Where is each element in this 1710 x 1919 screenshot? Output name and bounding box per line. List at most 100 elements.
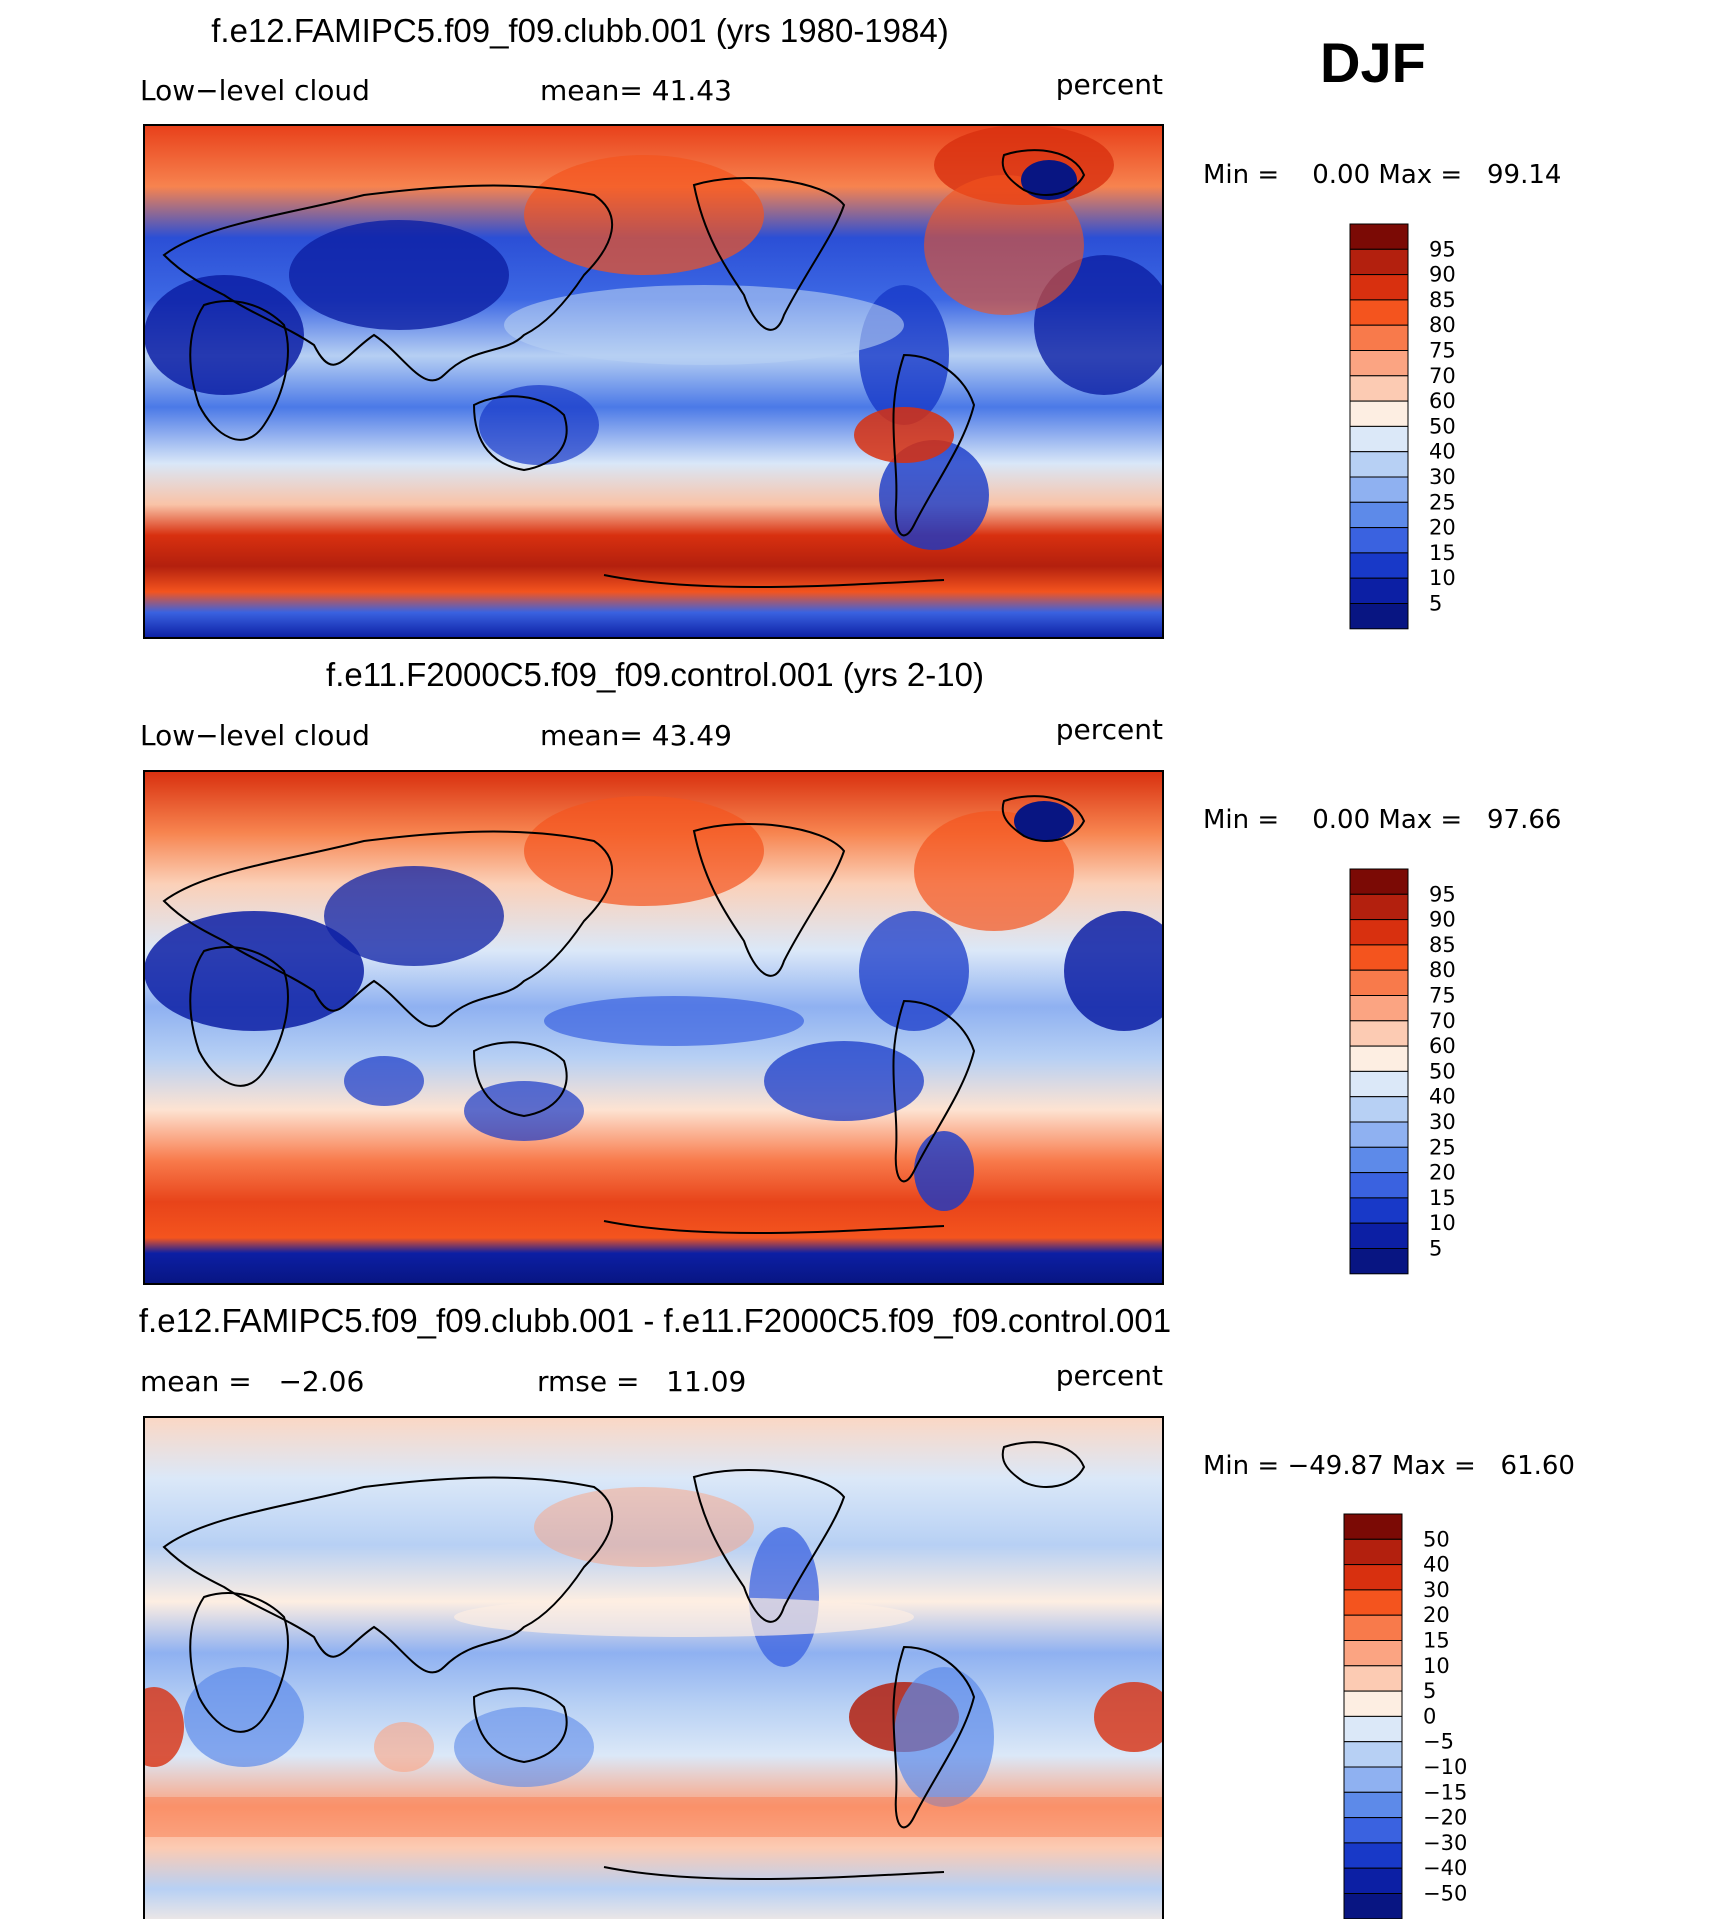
mean-label: mean= 41.43: [540, 74, 732, 107]
colorbar-tick-label: 50: [1429, 1059, 1456, 1083]
variable-label: Low−level cloud: [140, 74, 370, 107]
colorbar-box: [1349, 375, 1409, 402]
colorbar-box: [1349, 944, 1409, 971]
map-plot: [143, 1416, 1164, 1919]
colorbar-tick-label: 70: [1429, 1009, 1456, 1033]
colorbar-box: [1349, 451, 1409, 478]
colorbar-tick-label: 90: [1429, 908, 1456, 932]
colorbar-tick-label: 40: [1429, 440, 1456, 464]
colorbar-box: [1343, 1614, 1403, 1641]
colorbar-box: [1349, 603, 1409, 630]
colorbar-box: [1343, 1564, 1403, 1591]
colorbar-tick-label: 20: [1423, 1603, 1450, 1627]
colorbar-box: [1343, 1589, 1403, 1616]
colorbar-tick-label: −40: [1423, 1856, 1467, 1880]
variable-label: Low−level cloud: [140, 719, 370, 752]
colorbar-tick-label: 40: [1429, 1085, 1456, 1109]
colorbar-box: [1349, 350, 1409, 377]
colorbar-box: [1343, 1741, 1403, 1768]
colorbar-tick-label: 80: [1429, 958, 1456, 982]
units-label: percent: [1056, 713, 1163, 746]
colorbar-tick-label: −15: [1423, 1780, 1467, 1804]
colorbar-box: [1343, 1842, 1403, 1869]
map-plot: [143, 124, 1164, 639]
colorbar-box: [1343, 1791, 1403, 1819]
colorbar-box: [1349, 425, 1409, 453]
colorbar-box: [1349, 274, 1409, 301]
colorbar-tick-label: −30: [1423, 1831, 1467, 1855]
colorbar-tick-label: 75: [1429, 984, 1456, 1008]
panel-3: f.e12.FAMIPC5.f09_f09.clubb.001 - f.e11.…: [139, 1302, 1575, 1919]
colorbar-box: [1349, 1020, 1409, 1047]
colorbar-box: [1349, 868, 1409, 895]
colorbar-tick-label: 15: [1423, 1629, 1450, 1653]
colorbar-box: [1349, 995, 1409, 1022]
colorbar-box: [1349, 400, 1409, 427]
colorbar-tick-label: 85: [1429, 288, 1456, 312]
colorbar-tick-label: 30: [1429, 465, 1456, 489]
colorbar-box: [1349, 969, 1409, 996]
colorbar-tick-label: 20: [1429, 516, 1456, 540]
colorbar-box: [1343, 1513, 1403, 1540]
colorbar-tick-label: 5: [1429, 1237, 1442, 1261]
colorbar-box: [1349, 1197, 1409, 1224]
colorbar-box: [1349, 1172, 1409, 1199]
colorbar-tick-label: 40: [1423, 1553, 1450, 1577]
colorbar-tick-label: −5: [1423, 1730, 1454, 1754]
panel-2: f.e11.F2000C5.f09_f09.control.001 (yrs 2…: [140, 656, 1561, 1285]
colorbar-tick-label: 15: [1429, 541, 1456, 565]
colorbar-box: [1343, 1715, 1403, 1743]
colorbar-box: [1349, 476, 1409, 503]
colorbar-tick-label: 70: [1429, 364, 1456, 388]
colorbar-tick-label: 95: [1429, 882, 1456, 906]
colorbar-tick-label: −10: [1423, 1755, 1467, 1779]
rmse-label: rmse = 11.09: [537, 1365, 746, 1398]
colorbar-box: [1343, 1690, 1403, 1717]
colorbar-tick-label: 80: [1429, 313, 1456, 337]
colorbar-box: [1349, 248, 1409, 276]
colorbar-tick-label: 0: [1423, 1704, 1436, 1728]
colorbar-tick-label: 10: [1423, 1654, 1450, 1678]
colorbar-tick-label: −50: [1423, 1882, 1467, 1906]
mean-label: mean = −2.06: [140, 1365, 364, 1398]
colorbar-box: [1349, 577, 1409, 605]
colorbar-tick-label: 10: [1429, 566, 1456, 590]
colorbar-tick-label: −20: [1423, 1806, 1467, 1830]
season-label: DJF: [1320, 31, 1426, 94]
colorbar-tick-label: 10: [1429, 1211, 1456, 1235]
colorbar-box: [1349, 552, 1409, 579]
panel-title: f.e12.FAMIPC5.f09_f09.clubb.001 - f.e11.…: [139, 1302, 1171, 1339]
colorbar-tick-label: 5: [1423, 1679, 1436, 1703]
colorbar-box: [1343, 1766, 1403, 1793]
colorbar-box: [1349, 1222, 1409, 1250]
colorbar-tick-label: 20: [1429, 1161, 1456, 1185]
colorbar-tick-label: 50: [1423, 1527, 1450, 1551]
colorbar-box: [1349, 299, 1409, 326]
panel-1: f.e12.FAMIPC5.f09_f09.clubb.001 (yrs 198…: [140, 12, 1561, 639]
colorbar-tick-label: 5: [1429, 592, 1442, 616]
min-max-label: Min = −49.87 Max = 61.60: [1203, 1451, 1575, 1481]
colorbar-box: [1349, 893, 1409, 921]
min-max-label: Min = 0.00 Max = 99.14: [1203, 160, 1561, 190]
colorbar-tick-label: 25: [1429, 490, 1456, 514]
colorbar-tick-label: 60: [1429, 1034, 1456, 1058]
min-max-label: Min = 0.00 Max = 97.66: [1203, 805, 1561, 835]
mean-label: mean= 43.49: [540, 719, 732, 752]
colorbar-box: [1349, 223, 1409, 250]
colorbar-tick-label: 90: [1429, 263, 1456, 287]
colorbar-box: [1343, 1867, 1403, 1895]
colorbar-box: [1349, 324, 1409, 351]
colorbar-tick-label: 25: [1429, 1135, 1456, 1159]
units-label: percent: [1056, 1359, 1163, 1392]
colorbar-tick-label: 85: [1429, 933, 1456, 957]
colorbar-tick-label: 95: [1429, 237, 1456, 261]
colorbar-box: [1343, 1817, 1403, 1844]
colorbar-tick-label: 30: [1429, 1110, 1456, 1134]
colorbar-box: [1349, 1045, 1409, 1072]
colorbar-box: [1349, 1146, 1409, 1174]
map-plot: [143, 770, 1164, 1285]
